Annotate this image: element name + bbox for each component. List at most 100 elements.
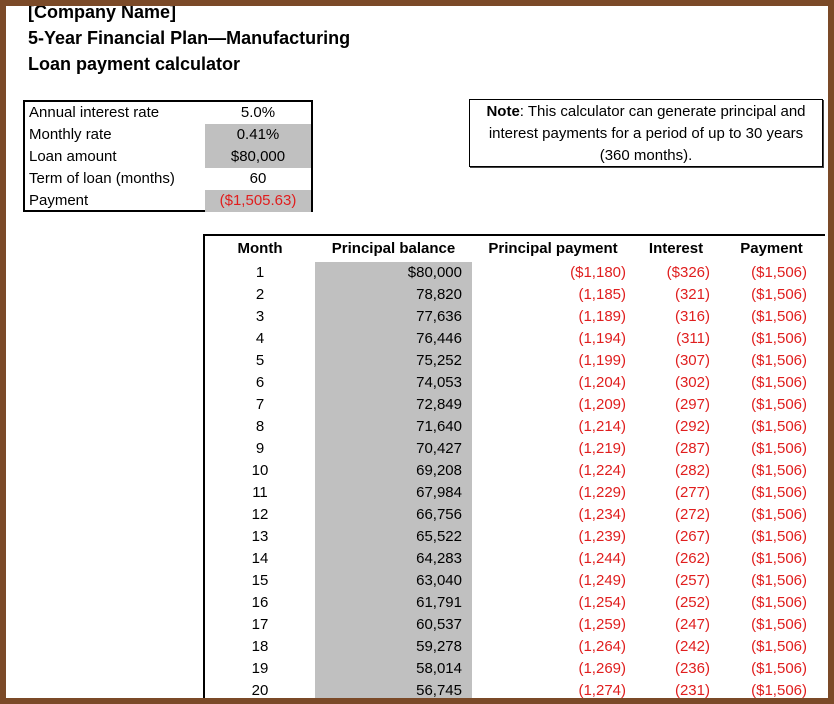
table-cell: (287) — [674, 440, 710, 457]
table-cell: (1,185) — [578, 286, 626, 303]
table-cell: (1,204) — [578, 374, 626, 391]
table-cell: 11 — [252, 484, 268, 501]
table-cell: 71,640 — [315, 416, 472, 438]
table-cell: 4 — [255, 330, 265, 347]
table-cell: (277) — [674, 484, 710, 501]
input-value: 60 — [249, 170, 267, 187]
table-cell: (272) — [674, 506, 710, 523]
table-cell: ($1,506) — [751, 374, 807, 391]
subtitle: Loan payment calculator — [28, 54, 241, 74]
table-cell: 56,745 — [315, 680, 472, 698]
table-cell: (231) — [674, 682, 710, 699]
table-cell: ($1,506) — [751, 462, 807, 479]
table-cell: 66,756 — [315, 504, 472, 526]
table-cell: 60,537 — [315, 614, 472, 636]
table-cell: 20 — [251, 682, 269, 699]
table-cell: (1,244) — [578, 550, 626, 567]
table-cell: ($1,506) — [751, 616, 807, 633]
table-cell: 6 — [255, 374, 265, 391]
table-cell: 3 — [255, 308, 265, 325]
table-cell: (252) — [674, 594, 710, 611]
table-cell: (1,259) — [578, 616, 626, 633]
table-cell: ($1,506) — [751, 418, 807, 435]
table-cell: (1,189) — [578, 308, 626, 325]
table-cell: 13 — [251, 528, 269, 545]
table-cell: 2 — [255, 286, 265, 303]
table-cell: ($1,506) — [751, 396, 807, 413]
table-cell: 19 — [251, 660, 269, 677]
input-value: 5.0% — [240, 104, 276, 121]
table-cell: (307) — [674, 352, 710, 369]
table-cell: (262) — [674, 550, 710, 567]
table-cell: 14 — [251, 550, 269, 567]
table-cell: 65,522 — [315, 526, 472, 548]
table-cell: (1,219) — [578, 440, 626, 457]
table-cell: ($1,506) — [751, 308, 807, 325]
input-label: Annual interest rate — [29, 104, 160, 121]
table-cell: 9 — [255, 440, 265, 457]
table-cell: (1,264) — [578, 638, 626, 655]
table-cell: (1,199) — [578, 352, 626, 369]
table-cell: 76,446 — [315, 328, 472, 350]
table-cell: 17 — [251, 616, 269, 633]
table-cell: ($1,506) — [751, 330, 807, 347]
table-cell: 15 — [251, 572, 269, 589]
note-text: : This calculator can generate principal… — [488, 103, 806, 164]
table-cell: ($1,506) — [751, 484, 807, 501]
table-cell: 10 — [251, 462, 269, 479]
table-cell: (321) — [674, 286, 710, 303]
column-header: Payment — [740, 240, 803, 257]
table-cell: (1,239) — [578, 528, 626, 545]
table-cell: (1,194) — [578, 330, 626, 347]
table-cell: 72,849 — [315, 394, 472, 416]
table-cell: 59,278 — [315, 636, 472, 658]
table-cell: 67,984 — [315, 482, 472, 504]
table-cell: (1,274) — [578, 682, 626, 699]
table-cell: 7 — [255, 396, 265, 413]
table-cell: (1,254) — [578, 594, 626, 611]
table-cell: (1,229) — [578, 484, 626, 501]
table-cell: 63,040 — [315, 570, 472, 592]
table-cell: 78,820 — [315, 284, 472, 306]
table-cell: (1,209) — [578, 396, 626, 413]
table-cell: 64,283 — [315, 548, 472, 570]
note-box: Note: This calculator can generate princ… — [469, 99, 823, 167]
table-cell: 8 — [255, 418, 265, 435]
table-cell: ($1,506) — [751, 550, 807, 567]
table-cell: (1,249) — [578, 572, 626, 589]
table-cell: 70,427 — [315, 438, 472, 460]
table-cell: 69,208 — [315, 460, 472, 482]
table-cell: (1,269) — [578, 660, 626, 677]
table-cell: 1 — [255, 264, 265, 281]
table-cell: ($1,506) — [751, 440, 807, 457]
table-cell: $80,000 — [315, 262, 472, 284]
table-cell: ($1,506) — [751, 660, 807, 677]
input-label: Payment — [29, 192, 89, 209]
table-cell: 61,791 — [315, 592, 472, 614]
input-label: Monthly rate — [29, 126, 112, 143]
table-cell: 12 — [251, 506, 269, 523]
table-cell: (282) — [674, 462, 710, 479]
table-cell: ($1,506) — [751, 286, 807, 303]
schedule-table: Month Principal balance Principal payment I… — [203, 234, 825, 699]
input-label: Loan amount — [29, 148, 117, 165]
title: 5-Year Financial Plan—Manufacturing — [28, 28, 351, 48]
input-value: 0.41% — [205, 124, 311, 146]
table-cell: ($1,506) — [751, 528, 807, 545]
table-cell: (1,234) — [578, 506, 626, 523]
table-cell: (1,214) — [578, 418, 626, 435]
table-cell: 75,252 — [315, 350, 472, 372]
table-cell: ($1,506) — [751, 352, 807, 369]
input-value: $80,000 — [205, 146, 311, 168]
input-value: ($1,505.63) — [205, 190, 311, 212]
table-cell: (1,224) — [578, 462, 626, 479]
table-cell: (267) — [674, 528, 710, 545]
table-cell: ($1,506) — [751, 506, 807, 523]
table-cell: (257) — [674, 572, 710, 589]
table-cell: 74,053 — [315, 372, 472, 394]
table-cell: 58,014 — [315, 658, 472, 680]
table-cell: ($326) — [666, 264, 710, 281]
note-label: Note — [486, 103, 520, 120]
column-header: Principal balance — [331, 240, 456, 257]
